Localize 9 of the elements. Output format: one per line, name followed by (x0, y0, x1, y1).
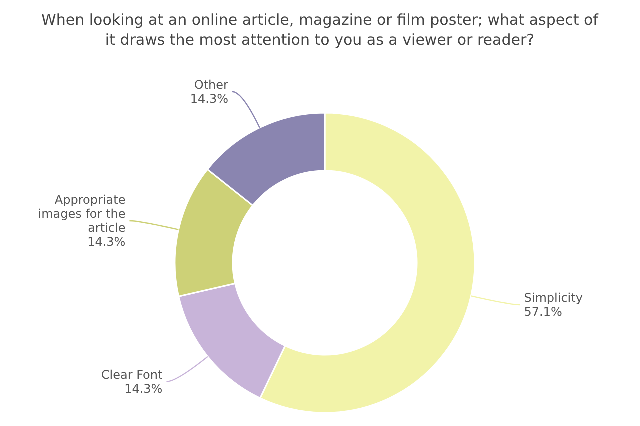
data-label: 14.3% (88, 234, 126, 249)
slice-label: Appropriate images for the article (38, 192, 126, 235)
slice-label: Simplicity (524, 291, 583, 306)
data-label: 14.3% (124, 382, 163, 396)
data-label: 14.3% (190, 92, 228, 106)
data-label: 57.1% (524, 305, 562, 320)
slice-label: Clear Font (101, 368, 164, 382)
chart-title: When looking at an online article, magazine or film poster; what aspect of it draws the most attention to you as a viewer or reader? (40, 10, 600, 51)
slice-label: Other (194, 78, 229, 92)
